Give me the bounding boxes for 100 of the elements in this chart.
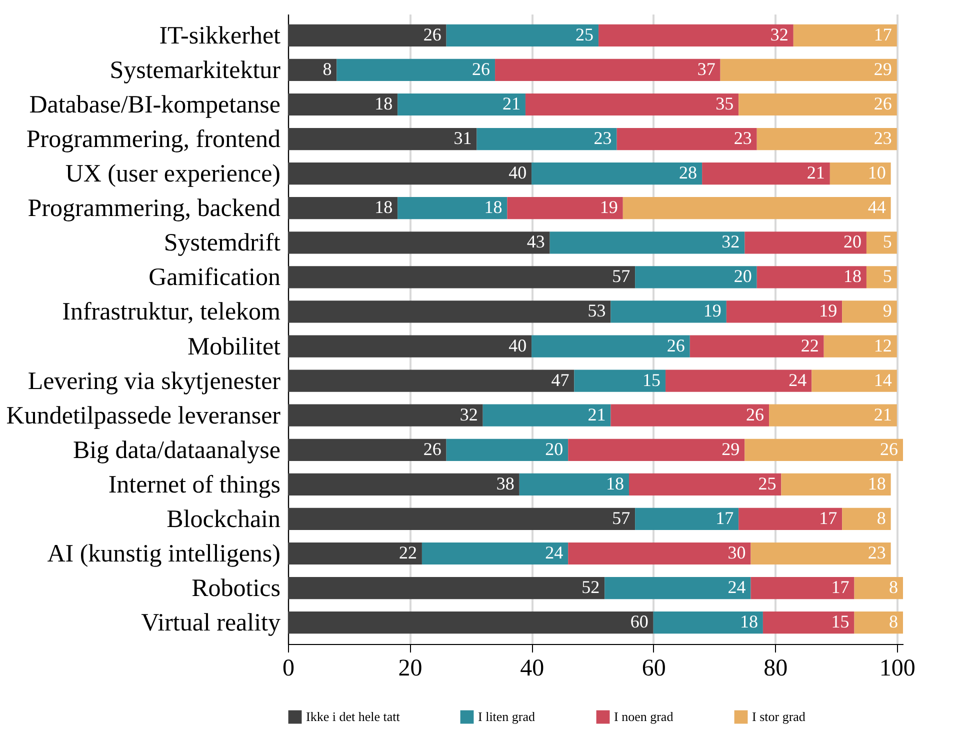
data-label: 29 [722,438,740,459]
bar [482,404,611,426]
y-tick-label: UX (user experience) [65,160,280,188]
bar [720,58,897,82]
y-tick-label: Blockchain [166,506,281,533]
bar [756,266,866,288]
x-tick-label: 20 [398,656,422,682]
bar [446,24,599,46]
bar [288,612,654,634]
data-label: 37 [697,58,716,79]
data-label: 21 [502,93,520,114]
data-label: 47 [551,370,570,390]
data-label: 44 [868,197,886,218]
data-label: 23 [874,128,892,148]
data-label: 17 [831,577,850,598]
data-label: 17 [716,508,734,528]
data-label: 40 [508,335,527,356]
y-tick-label: Levering via skytjenester [28,368,282,395]
data-label: 57 [612,266,630,286]
data-label: 10 [868,162,886,183]
data-label: 23 [734,128,752,148]
data-label: 26 [423,24,442,44]
bar [550,232,745,254]
data-label: 21 [874,404,892,424]
y-tick-label: Systemdrift [164,230,281,257]
data-label: 18 [606,473,624,494]
bar [666,370,812,392]
data-label: 26 [666,335,685,356]
y-tick-label: Programmering, backend [28,195,281,222]
data-label: 29 [874,58,892,79]
data-label: 30 [728,542,746,563]
bar [690,335,824,358]
bar [568,438,745,461]
data-label: 43 [526,232,545,252]
bar [288,404,483,426]
data-label: 22 [398,542,417,563]
y-tick-label: Systemarkitektur [110,56,282,84]
x-tick-label: 40 [520,656,544,682]
data-label: 23 [868,542,886,563]
bar [288,128,477,150]
bar [288,335,532,358]
bar [866,266,897,288]
y-tick-label: Internet of things [108,471,280,498]
bar [476,128,617,150]
bar [738,93,897,116]
bar [288,576,605,600]
data-label: 8 [322,58,332,79]
bar [288,232,550,254]
data-label: 9 [882,300,892,321]
y-tick-label: Infrastruktur, telekom [62,298,282,326]
data-label: 57 [612,508,630,528]
data-label: 17 [874,24,892,44]
bar [750,576,854,600]
bar [398,197,508,220]
y-tick-label: Gamification [148,264,281,292]
bar [519,473,629,496]
data-label: 18 [843,266,862,286]
bar [616,128,757,150]
bar [812,370,897,392]
data-label: 40 [508,162,527,183]
data-label: 24 [728,577,746,598]
data-label: 12 [874,335,892,356]
x-tick-label: 100 [879,656,916,682]
data-label: 18 [374,93,393,114]
data-label: 8 [889,612,898,632]
data-label: 8 [876,508,886,528]
data-label: 17 [819,508,838,528]
data-label: 26 [746,404,764,424]
bar [288,473,520,496]
bar [628,473,782,496]
bar [726,300,842,323]
x-tick-label: 0 [282,656,294,682]
data-label: 26 [880,438,898,459]
bar [866,232,897,254]
data-label: 32 [770,24,788,44]
bar [422,542,568,565]
y-tick-label: Robotics [192,575,280,602]
data-label: 19 [703,300,722,321]
data-label: 19 [819,300,838,321]
data-label: 20 [545,438,564,459]
bar [446,438,568,461]
data-label: 5 [882,232,892,252]
data-label: 25 [576,24,594,44]
bar [842,508,891,530]
bar [769,404,897,426]
data-label: 38 [496,473,514,494]
data-label: 23 [594,128,612,148]
bar [762,612,854,634]
bar [830,162,891,185]
bar [635,266,757,288]
bar [288,266,636,288]
bar [781,473,891,496]
data-label: 26 [874,93,892,114]
bar [653,612,763,634]
bar [702,162,830,185]
bar [398,93,526,116]
data-label: 28 [679,162,698,183]
data-label: 53 [588,300,606,321]
bar [525,93,739,116]
legend-label: I stor grad [752,709,806,724]
